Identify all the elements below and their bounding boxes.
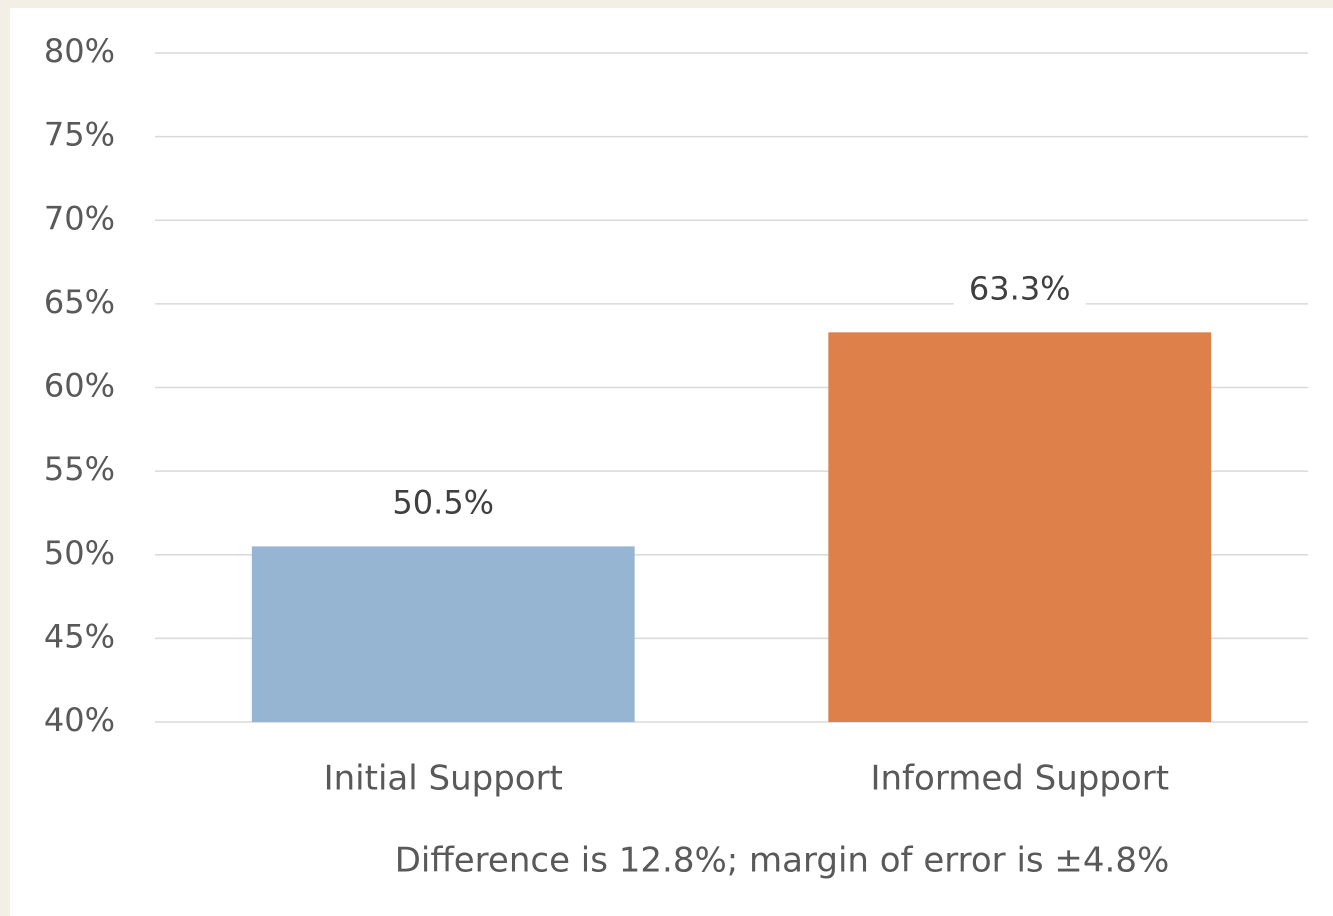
data-label-background (377, 480, 510, 529)
y-tick-label: 75% (44, 116, 115, 154)
y-tick-label: 60% (44, 367, 115, 405)
y-tick-label: 55% (44, 450, 115, 488)
bar (251, 546, 635, 722)
y-tick-label: 50% (44, 534, 115, 572)
y-tick-label: 80% (44, 32, 115, 70)
data-label: 50.5% (392, 483, 494, 521)
y-tick-label: 40% (44, 701, 115, 739)
y-tick-label: 45% (44, 617, 115, 655)
y-tick-label: 70% (44, 199, 115, 237)
bar (828, 332, 1212, 722)
y-tick-label: 65% (44, 283, 115, 321)
annotation: Difference is 12.8%; margin of error is … (395, 841, 1170, 881)
x-tick-label: Informed Support (870, 759, 1169, 799)
data-label-background (953, 266, 1086, 315)
x-tick-label: Initial Support (324, 759, 563, 799)
data-label: 63.3% (969, 269, 1071, 307)
